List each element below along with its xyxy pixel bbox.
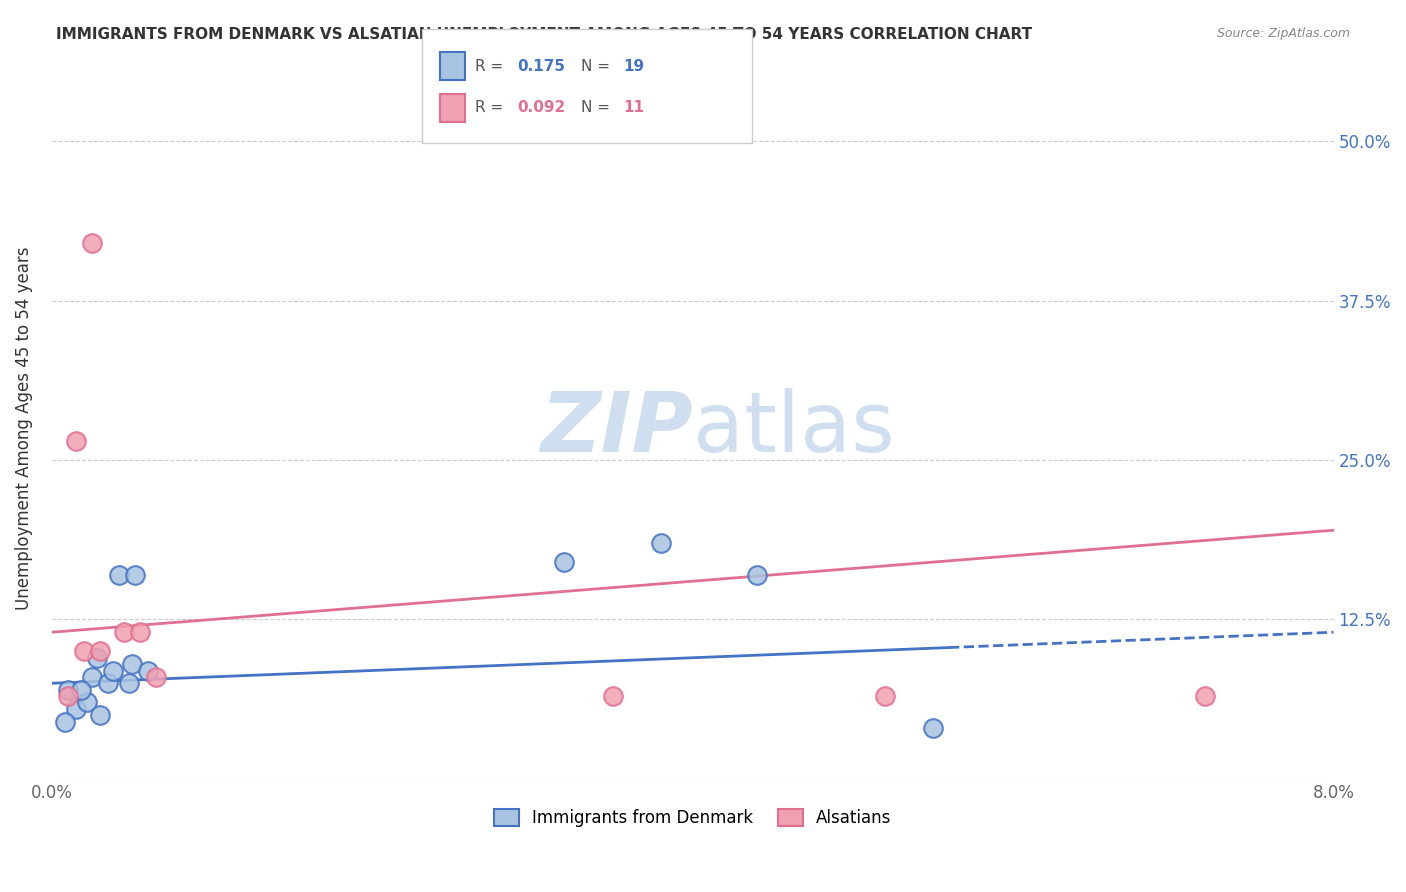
Text: IMMIGRANTS FROM DENMARK VS ALSATIAN UNEMPLOYMENT AMONG AGES 45 TO 54 YEARS CORRE: IMMIGRANTS FROM DENMARK VS ALSATIAN UNEM… xyxy=(56,27,1032,42)
Point xyxy=(69,682,91,697)
Point xyxy=(128,625,150,640)
Point xyxy=(145,670,167,684)
Text: atlas: atlas xyxy=(693,388,894,468)
Point xyxy=(745,567,768,582)
Point xyxy=(118,676,141,690)
Point xyxy=(76,695,98,709)
Y-axis label: Unemployment Among Ages 45 to 54 years: Unemployment Among Ages 45 to 54 years xyxy=(15,246,32,610)
Text: Source: ZipAtlas.com: Source: ZipAtlas.com xyxy=(1216,27,1350,40)
Point xyxy=(65,434,87,448)
Point xyxy=(124,567,146,582)
Point xyxy=(602,689,624,703)
Text: R =: R = xyxy=(475,59,503,73)
Point xyxy=(136,664,159,678)
Legend: Immigrants from Denmark, Alsatians: Immigrants from Denmark, Alsatians xyxy=(486,802,898,834)
Point xyxy=(108,567,131,582)
Point xyxy=(650,536,672,550)
Text: 19: 19 xyxy=(623,59,644,73)
Point xyxy=(80,670,103,684)
Point xyxy=(89,644,111,658)
Point xyxy=(89,708,111,723)
Point xyxy=(80,236,103,251)
Point xyxy=(65,702,87,716)
Point xyxy=(873,689,896,703)
Text: ZIP: ZIP xyxy=(540,388,693,468)
Point xyxy=(922,721,945,735)
Text: 0.175: 0.175 xyxy=(517,59,565,73)
Point xyxy=(56,689,79,703)
Point xyxy=(553,555,575,569)
Text: N =: N = xyxy=(581,59,610,73)
Point xyxy=(73,644,96,658)
Text: R =: R = xyxy=(475,101,503,115)
Text: 0.092: 0.092 xyxy=(517,101,565,115)
Text: N =: N = xyxy=(581,101,610,115)
Point xyxy=(53,714,76,729)
Point xyxy=(97,676,120,690)
Point xyxy=(101,664,124,678)
Text: 11: 11 xyxy=(623,101,644,115)
Point xyxy=(86,650,108,665)
Point xyxy=(121,657,143,672)
Point xyxy=(112,625,135,640)
Point xyxy=(56,682,79,697)
Point xyxy=(1194,689,1216,703)
